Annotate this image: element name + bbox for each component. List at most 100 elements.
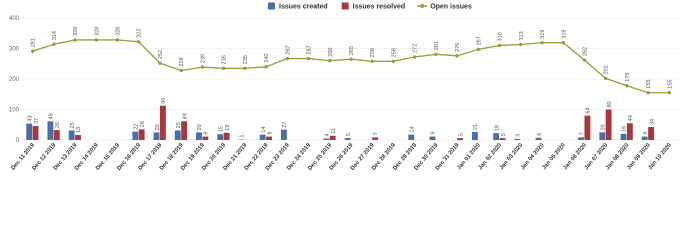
point bbox=[264, 65, 268, 69]
value-label: 90 bbox=[161, 98, 167, 104]
bar bbox=[138, 129, 145, 140]
point bbox=[476, 47, 481, 52]
value-label: 27 bbox=[282, 122, 288, 128]
value-label: 4 bbox=[325, 133, 331, 136]
value-label: 5 bbox=[346, 133, 352, 136]
point bbox=[243, 66, 247, 71]
legend-swatch bbox=[268, 2, 275, 10]
point bbox=[30, 49, 35, 53]
bar bbox=[159, 105, 166, 140]
value-label: 14 bbox=[261, 127, 267, 133]
value-label: 155 bbox=[646, 80, 652, 89]
bar bbox=[329, 135, 336, 140]
bar bbox=[202, 136, 209, 140]
value-label: 272 bbox=[413, 44, 419, 53]
point bbox=[540, 41, 544, 45]
y-tick-label: 400 bbox=[9, 16, 20, 22]
value-label: 258 bbox=[370, 48, 376, 57]
bar bbox=[280, 129, 287, 140]
value-label: 314 bbox=[52, 31, 58, 40]
bar bbox=[429, 136, 436, 140]
value-label: 13 bbox=[76, 127, 82, 133]
point bbox=[625, 84, 629, 88]
value-label: 155 bbox=[667, 80, 673, 89]
point bbox=[179, 68, 183, 73]
point bbox=[667, 91, 672, 95]
bar bbox=[648, 127, 655, 140]
value-label: 260 bbox=[328, 48, 334, 57]
y-tick-label: 100 bbox=[9, 108, 20, 114]
value-label: 235 bbox=[243, 55, 249, 64]
point bbox=[52, 42, 56, 46]
value-label: 267 bbox=[285, 45, 291, 54]
y-tick-label: 200 bbox=[9, 77, 20, 83]
point bbox=[519, 42, 523, 47]
bar bbox=[68, 130, 75, 140]
value-label: 28 bbox=[140, 121, 146, 127]
bar bbox=[457, 138, 463, 140]
point bbox=[328, 59, 332, 63]
point bbox=[582, 58, 587, 62]
value-label: 80 bbox=[607, 101, 613, 107]
chart: 0 100 200 300 400 Issues created Issues resolv… bbox=[9, 2, 680, 172]
point bbox=[115, 38, 120, 42]
value-label: 43 bbox=[27, 115, 33, 121]
value-label: 3 bbox=[516, 134, 522, 137]
legend-label: Issues resolved bbox=[353, 4, 406, 11]
bar bbox=[344, 138, 351, 140]
value-label: 7 bbox=[373, 132, 379, 135]
legend-label: Open issues bbox=[430, 4, 472, 11]
bar bbox=[174, 130, 181, 140]
point bbox=[455, 54, 459, 58]
value-label: 21 bbox=[473, 124, 479, 130]
point bbox=[306, 56, 311, 61]
value-label: 15 bbox=[218, 126, 224, 132]
value-label: 281 bbox=[434, 41, 440, 50]
point bbox=[646, 91, 650, 95]
value-label: 202 bbox=[604, 65, 610, 74]
bar bbox=[578, 137, 584, 140]
bar bbox=[259, 134, 266, 140]
value-label: 6 bbox=[537, 133, 543, 136]
point bbox=[370, 59, 374, 64]
bar bbox=[626, 123, 633, 140]
value-label: 178 bbox=[625, 73, 631, 82]
value-label: 328 bbox=[94, 27, 100, 36]
value-label: 258 bbox=[391, 48, 397, 57]
legend-label: Issues created bbox=[279, 4, 328, 11]
value-label: 34 bbox=[649, 119, 655, 125]
bar bbox=[181, 121, 188, 140]
bar bbox=[584, 115, 591, 140]
value-label: 267 bbox=[307, 45, 313, 54]
value-label: 14 bbox=[409, 127, 415, 133]
value-label: 319 bbox=[561, 30, 567, 39]
value-label: 20 bbox=[197, 124, 203, 130]
bar bbox=[47, 121, 54, 140]
value-label: 313 bbox=[519, 31, 525, 40]
value-label: 20 bbox=[601, 124, 607, 130]
legend-swatch bbox=[420, 4, 425, 8]
value-label: 310 bbox=[498, 32, 504, 41]
point bbox=[94, 38, 98, 42]
value-label: 19 bbox=[225, 125, 231, 131]
value-label: 16 bbox=[622, 126, 628, 132]
bar bbox=[26, 123, 33, 140]
value-label: 1 bbox=[240, 135, 246, 138]
value-label: 25 bbox=[176, 122, 182, 128]
value-label: 319 bbox=[540, 30, 546, 39]
bar bbox=[132, 131, 139, 140]
value-label: 11 bbox=[331, 128, 337, 134]
point bbox=[412, 55, 417, 59]
bar bbox=[75, 135, 81, 140]
bar bbox=[641, 136, 648, 140]
point bbox=[604, 76, 608, 81]
bar bbox=[408, 134, 415, 140]
value-label: 9 bbox=[204, 132, 210, 135]
legend-swatch bbox=[341, 2, 349, 10]
bar bbox=[223, 132, 230, 140]
value-label: 7 bbox=[579, 132, 585, 135]
bar bbox=[217, 134, 224, 140]
value-label: 240 bbox=[264, 54, 270, 63]
bar bbox=[493, 133, 500, 140]
bar bbox=[372, 137, 379, 140]
